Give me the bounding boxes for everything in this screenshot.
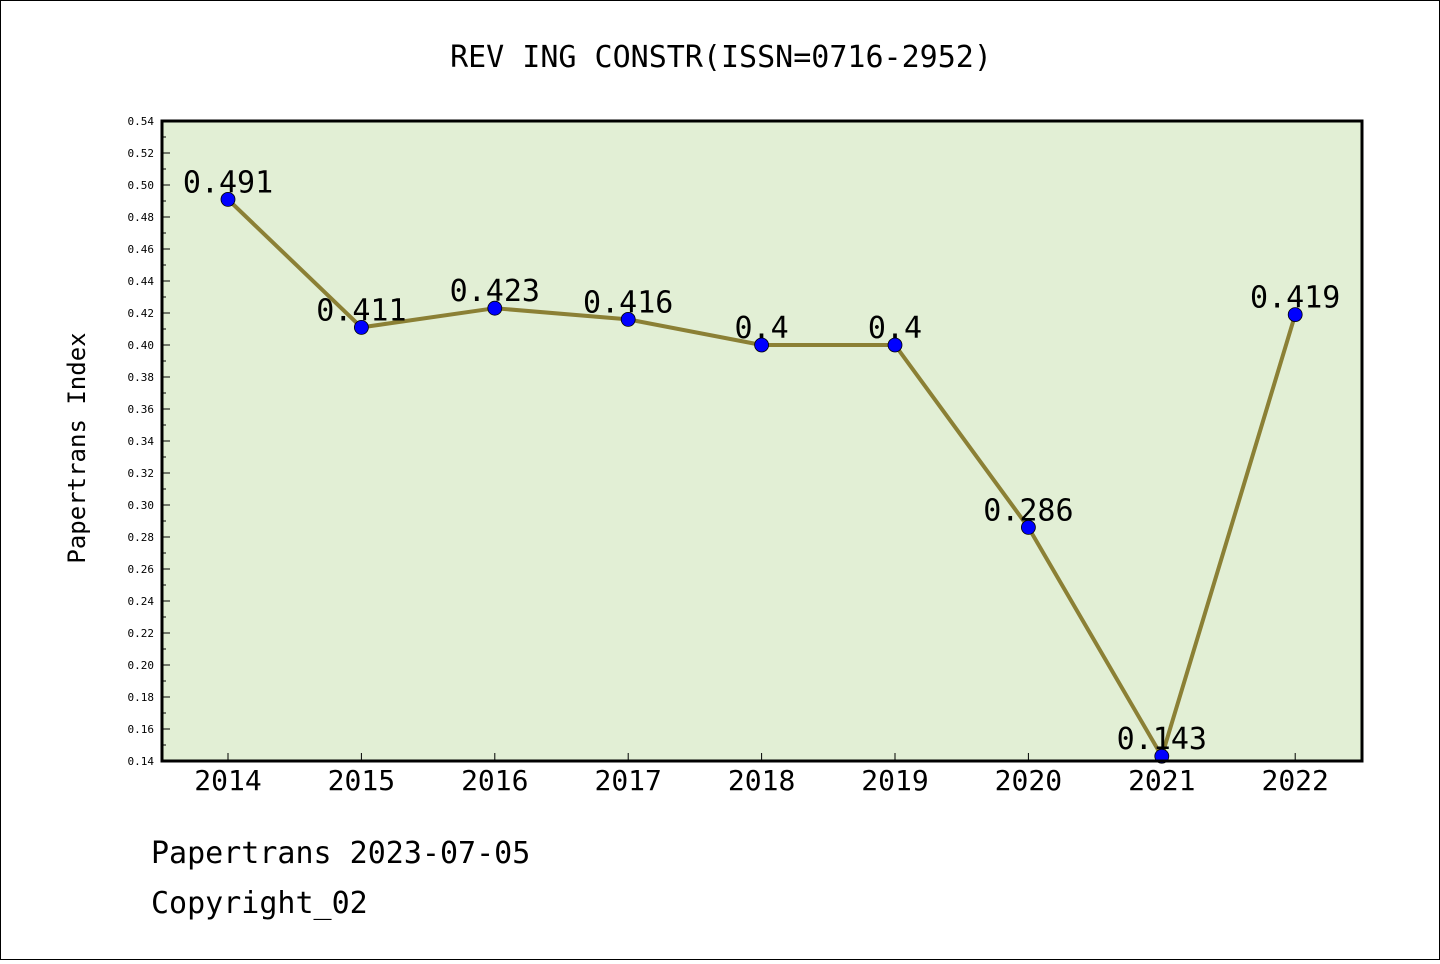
data-point-marker [1021, 520, 1036, 535]
data-point-label: 0.4 [868, 311, 922, 346]
y-axis: 0.14 0.16 0.18 0.20 0.22 0.24 0.26 0.28 0.30 0.32… [128, 115, 170, 768]
series-layer: 0.491 0.411 0.423 0.416 0.4 0.4 0.286 0.143 0.41… [183, 165, 1340, 764]
plot-border [160, 119, 1364, 763]
x-tick-label: 2015 [328, 764, 395, 797]
data-point-marker [1287, 307, 1303, 323]
data-point-label: 0.143 [1117, 722, 1207, 757]
x-axis: 2014 2015 2016 2017 2018 2019 2020 2021 2022 [194, 753, 1329, 797]
y-tick-label: 0.20 [128, 659, 155, 672]
footer-date-text: Papertrans 2023-07-05 [151, 836, 531, 871]
x-tick-label: 2022 [1261, 764, 1328, 797]
y-tick-label: 0.54 [128, 115, 155, 128]
y-tick-label: 0.52 [128, 147, 155, 160]
x-tick-label: 2019 [861, 764, 928, 797]
data-point-marker [887, 337, 903, 353]
x-tick-label: 2016 [461, 764, 528, 797]
y-tick-label: 0.46 [128, 243, 155, 256]
x-tick-label: 2021 [1128, 764, 1195, 797]
data-point-marker [620, 311, 636, 327]
x-tick-label: 2018 [728, 764, 795, 797]
data-point-label: 0.416 [583, 285, 673, 320]
y-tick-label: 0.26 [128, 563, 155, 576]
chart-title: REV ING CONSTR(ISSN=0716-2952) [450, 40, 992, 75]
plot-area [162, 121, 1362, 761]
y-tick-label: 0.34 [128, 435, 155, 448]
y-tick-label: 0.30 [128, 499, 155, 512]
data-point-label: 0.491 [183, 165, 273, 200]
y-tick-label: 0.14 [128, 755, 155, 768]
y-tick-label: 0.48 [128, 211, 155, 224]
y-tick-label: 0.32 [128, 467, 155, 480]
y-tick-label: 0.24 [128, 595, 155, 608]
data-point-marker [353, 319, 369, 335]
data-point-marker [754, 337, 769, 353]
y-tick-label: 0.38 [128, 371, 155, 384]
y-tick-label: 0.18 [128, 691, 155, 704]
data-point-label: 0.423 [450, 274, 540, 309]
x-tick-label: 2014 [194, 764, 261, 797]
x-tick-label: 2017 [594, 764, 661, 797]
data-point-label: 0.419 [1250, 281, 1340, 316]
y-tick-label: 0.28 [128, 531, 155, 544]
data-point-label: 0.286 [983, 493, 1073, 528]
y-tick-label: 0.44 [128, 275, 155, 288]
data-point-label: 0.411 [316, 293, 406, 328]
x-tick-label: 2020 [995, 764, 1062, 797]
y-tick-label: 0.42 [128, 307, 155, 320]
y-tick-label: 0.16 [128, 723, 155, 736]
y-tick-label: 0.36 [128, 403, 155, 416]
data-point-marker [487, 300, 503, 316]
y-tick-label: 0.40 [128, 339, 155, 352]
data-point-marker [220, 191, 236, 207]
data-point-label: 0.4 [735, 311, 789, 346]
footer-copyright-text: Copyright_02 [151, 886, 368, 921]
y-tick-label: 0.50 [128, 179, 155, 192]
y-axis-label: Papertrans Index [63, 332, 91, 563]
y-tick-label: 0.22 [128, 627, 155, 640]
